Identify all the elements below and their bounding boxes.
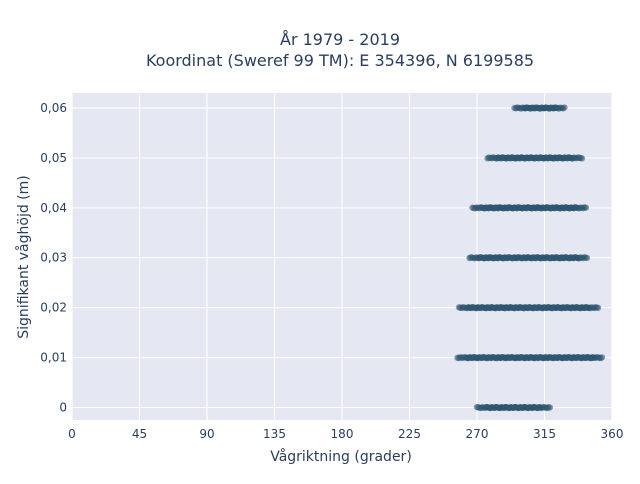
- chart-title-line2: Koordinat (Sweref 99 TM): E 354396, N 61…: [146, 51, 534, 70]
- x-tick-label: 270: [466, 427, 489, 441]
- x-axis-label: Vågriktning (grader): [270, 448, 412, 465]
- y-tick-label: 0,06: [40, 101, 67, 115]
- x-tick-label: 45: [132, 427, 147, 441]
- scatter-point: [598, 354, 606, 361]
- chart-title-line1: År 1979 - 2019: [280, 30, 400, 49]
- y-tick-label: 0,01: [40, 351, 67, 365]
- x-tick-label: 360: [601, 427, 624, 441]
- y-tick-label: 0,05: [40, 151, 67, 165]
- x-tick-label: 180: [331, 427, 354, 441]
- x-tick-label: 0: [68, 427, 76, 441]
- scatter-point: [594, 304, 602, 312]
- x-tick-labels: 0 45 90 135 180 225 270 315 360: [68, 427, 623, 441]
- x-tick-label: 90: [199, 427, 214, 441]
- y-tick-label: 0,03: [40, 251, 67, 265]
- scatter-point: [582, 204, 590, 211]
- y-tick-label: 0,02: [40, 301, 67, 315]
- y-tick-label: 0,04: [40, 201, 67, 215]
- y-axis-label: Signifikant våghöjd (m): [15, 175, 32, 338]
- data-points: [454, 104, 606, 412]
- x-tick-label: 135: [263, 427, 286, 441]
- x-tick-label: 225: [398, 427, 421, 441]
- x-tick-label: 315: [533, 427, 556, 441]
- scatter-point: [546, 404, 554, 411]
- scatter-point: [583, 254, 591, 262]
- y-tick-label: 0: [59, 401, 67, 415]
- scatter-point: [578, 155, 586, 162]
- scatter-point: [561, 104, 568, 111]
- y-tick-labels: 0 0,01 0,02 0,03 0,04 0,05 0,06: [40, 101, 67, 415]
